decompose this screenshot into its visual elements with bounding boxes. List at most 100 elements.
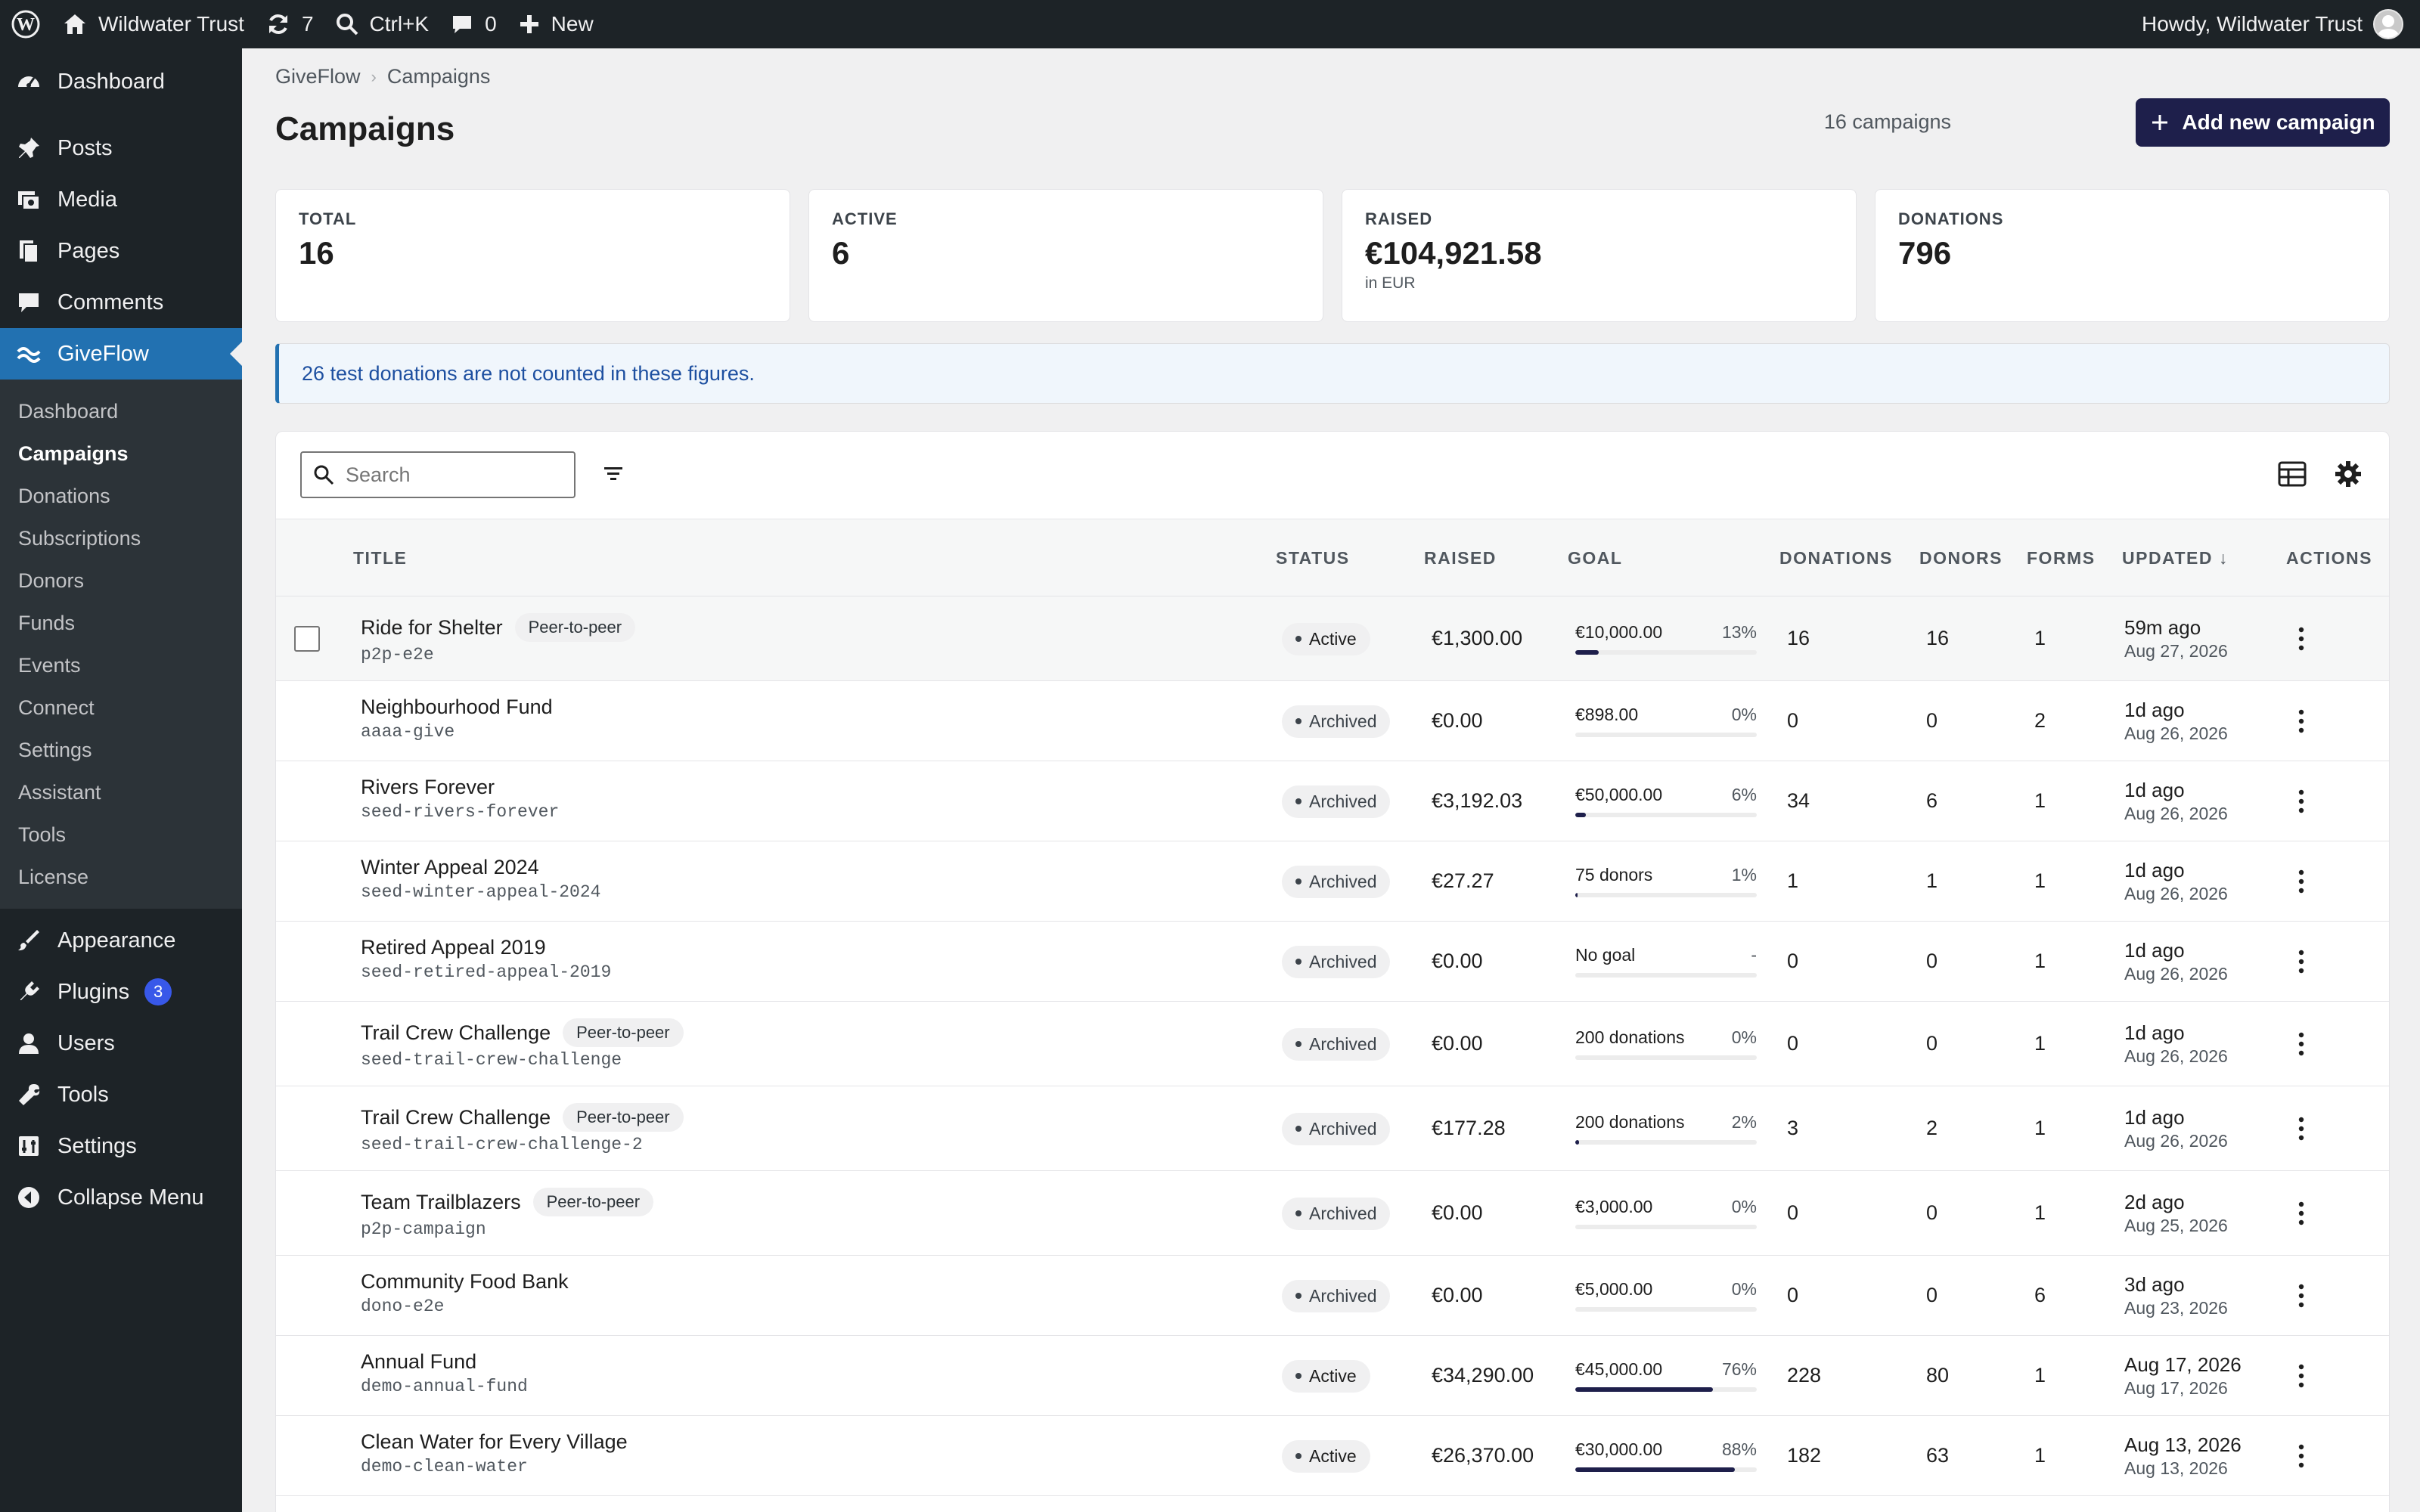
- row-actions-button[interactable]: [2286, 706, 2316, 736]
- row-actions-button[interactable]: [2286, 1281, 2316, 1311]
- row-actions-button[interactable]: [2286, 947, 2316, 977]
- updates-link[interactable]: 7: [255, 0, 324, 48]
- table-row[interactable]: Trail Crew Challenge Peer-to-peer seed-tra…: [276, 1086, 2389, 1171]
- submenu-settings[interactable]: Settings: [18, 738, 92, 761]
- submenu-assistant[interactable]: Assistant: [18, 780, 101, 804]
- site-name-link[interactable]: Wildwater Trust: [51, 0, 255, 48]
- menu-pages[interactable]: Pages: [0, 225, 242, 277]
- col-raised[interactable]: RAISED: [1424, 547, 1497, 568]
- goal-amount: €5,000.00: [1575, 1279, 1653, 1299]
- menu-plugins[interactable]: Plugins 3: [0, 966, 242, 1018]
- col-forms[interactable]: FORMS: [2027, 547, 2096, 568]
- row-actions-button[interactable]: [2286, 624, 2316, 654]
- table-row[interactable]: Rivers Forever seed-rivers-forever Archive…: [276, 761, 2389, 841]
- donations-count: 228: [1787, 1364, 1822, 1387]
- menu-label: Dashboard: [57, 69, 165, 94]
- submenu-license[interactable]: License: [18, 865, 89, 888]
- submenu-donations[interactable]: Donations: [18, 484, 110, 507]
- campaign-title-link[interactable]: Neighbourhood Fund: [361, 696, 553, 718]
- donors-count: 0: [1926, 1032, 1938, 1055]
- search-input[interactable]: [346, 463, 557, 487]
- comments-link[interactable]: 0: [439, 0, 507, 48]
- breadcrumb-giveflow[interactable]: GiveFlow: [275, 65, 361, 88]
- campaign-title-link[interactable]: Trail Crew Challenge: [361, 1021, 551, 1044]
- row-actions-button[interactable]: [2286, 1361, 2316, 1391]
- updated-date: Aug 27, 2026: [2124, 641, 2228, 661]
- table-row[interactable]: Retired Appeal 2019 seed-retired-appeal-2…: [276, 922, 2389, 1002]
- col-donations[interactable]: DONATIONS: [1779, 547, 1893, 568]
- collapse-menu-button[interactable]: Collapse Menu: [0, 1172, 242, 1223]
- menu-giveflow[interactable]: GiveFlow: [0, 328, 242, 380]
- menu-users[interactable]: Users: [0, 1018, 242, 1069]
- campaign-title-link[interactable]: Retired Appeal 2019: [361, 936, 546, 959]
- view-settings-button[interactable]: [2330, 456, 2366, 492]
- submenu-donors[interactable]: Donors: [18, 569, 85, 592]
- col-title[interactable]: TITLE: [353, 547, 408, 568]
- add-new-campaign-button[interactable]: Add new campaign: [2136, 98, 2390, 147]
- menu-dashboard[interactable]: Dashboard: [0, 56, 242, 107]
- row-actions-button[interactable]: [2286, 1114, 2316, 1144]
- row-checkbox[interactable]: [294, 626, 320, 652]
- campaign-title-link[interactable]: Annual Fund: [361, 1350, 477, 1373]
- campaign-title-link[interactable]: Trail Crew Challenge: [361, 1105, 551, 1129]
- row-actions-button[interactable]: [2286, 1198, 2316, 1228]
- svg-text:W: W: [17, 15, 35, 35]
- table-row[interactable]: Neighbourhood Fund aaaa-give Archived €0.00…: [276, 681, 2389, 761]
- table-row[interactable]: Clean Water for Every Village demo-clean-…: [276, 1416, 2389, 1496]
- campaign-title-link[interactable]: Rivers Forever: [361, 776, 495, 798]
- menu-appearance[interactable]: Appearance: [0, 915, 242, 966]
- submenu-campaigns[interactable]: Campaigns: [18, 442, 129, 465]
- status-badge: Active: [1282, 622, 1370, 655]
- menu-posts[interactable]: Posts: [0, 122, 242, 174]
- menu-media[interactable]: Media: [0, 174, 242, 225]
- col-donors[interactable]: DONORS: [1919, 547, 2003, 568]
- my-account-link[interactable]: Howdy, Wildwater Trust: [2142, 9, 2420, 39]
- table-row[interactable]: Community Food Bank dono-e2e Archived €0.00…: [276, 1256, 2389, 1336]
- campaign-title-link[interactable]: Community Food Bank: [361, 1270, 569, 1293]
- col-status[interactable]: STATUS: [1276, 547, 1350, 568]
- campaign-title-cell: Winter Appeal 2024 seed-winter-appeal-202…: [361, 856, 600, 902]
- new-content-link[interactable]: New: [507, 0, 604, 48]
- table-row[interactable]: Annual Fund demo-annual-fund Active €34,290…: [276, 1336, 2389, 1416]
- row-actions-button[interactable]: [2286, 786, 2316, 816]
- row-actions-button[interactable]: [2286, 866, 2316, 897]
- table-row[interactable]: Team Trailblazers Peer-to-peer p2p-campaig…: [276, 1171, 2389, 1256]
- status-dot-icon: [1295, 1210, 1302, 1216]
- submenu-subscriptions[interactable]: Subscriptions: [18, 526, 141, 550]
- status-badge: Archived: [1282, 1112, 1391, 1145]
- submenu-tools[interactable]: Tools: [18, 823, 67, 846]
- table-row[interactable]: Winter Appeal 2024 seed-winter-appeal-202…: [276, 841, 2389, 922]
- more-vertical-icon: [2298, 869, 2304, 894]
- campaign-title-line: Retired Appeal 2019: [361, 936, 546, 959]
- campaign-title-link[interactable]: Winter Appeal 2024: [361, 856, 539, 878]
- row-actions-button[interactable]: [2286, 1441, 2316, 1471]
- home-icon: [64, 14, 85, 34]
- menu-comments[interactable]: Comments: [0, 277, 242, 328]
- table-row[interactable]: Ride for Shelter Peer-to-peer p2p-e2e Activ…: [276, 596, 2389, 681]
- goal-amount: 200 donations: [1575, 1112, 1685, 1132]
- submenu-dashboard[interactable]: Dashboard: [18, 399, 119, 423]
- submenu-events[interactable]: Events: [18, 653, 81, 677]
- submenu-connect[interactable]: Connect: [18, 696, 95, 719]
- table-view-button[interactable]: [2274, 456, 2310, 492]
- command-search-link[interactable]: Ctrl+K: [324, 0, 440, 48]
- submenu-funds[interactable]: Funds: [18, 611, 76, 634]
- col-updated[interactable]: UPDATED ↓: [2122, 547, 2229, 568]
- table-row[interactable]: Trail Crew Challenge Peer-to-peer seed-tra…: [276, 1002, 2389, 1086]
- campaign-title-link[interactable]: Ride for Shelter: [361, 615, 503, 639]
- campaign-title-link[interactable]: Team Trailblazers: [361, 1190, 521, 1213]
- filter-button[interactable]: [597, 457, 630, 491]
- menu-settings[interactable]: Settings: [0, 1120, 242, 1172]
- wordpress-logo-icon[interactable]: W: [0, 0, 51, 48]
- search-box[interactable]: [300, 451, 576, 498]
- donations-count: 0: [1787, 1284, 1799, 1306]
- menu-tools[interactable]: Tools: [0, 1069, 242, 1120]
- goal-cell: 75 donors 1%: [1575, 865, 1757, 897]
- row-actions-button[interactable]: [2286, 1029, 2316, 1059]
- campaign-title-link[interactable]: Clean Water for Every Village: [361, 1430, 628, 1453]
- col-goal[interactable]: GOAL: [1568, 547, 1623, 568]
- goal-percent: -: [1751, 945, 1757, 965]
- donations-count: 0: [1787, 709, 1799, 732]
- status-cell: Active: [1282, 1439, 1370, 1473]
- goal-amount: €3,000.00: [1575, 1197, 1653, 1216]
